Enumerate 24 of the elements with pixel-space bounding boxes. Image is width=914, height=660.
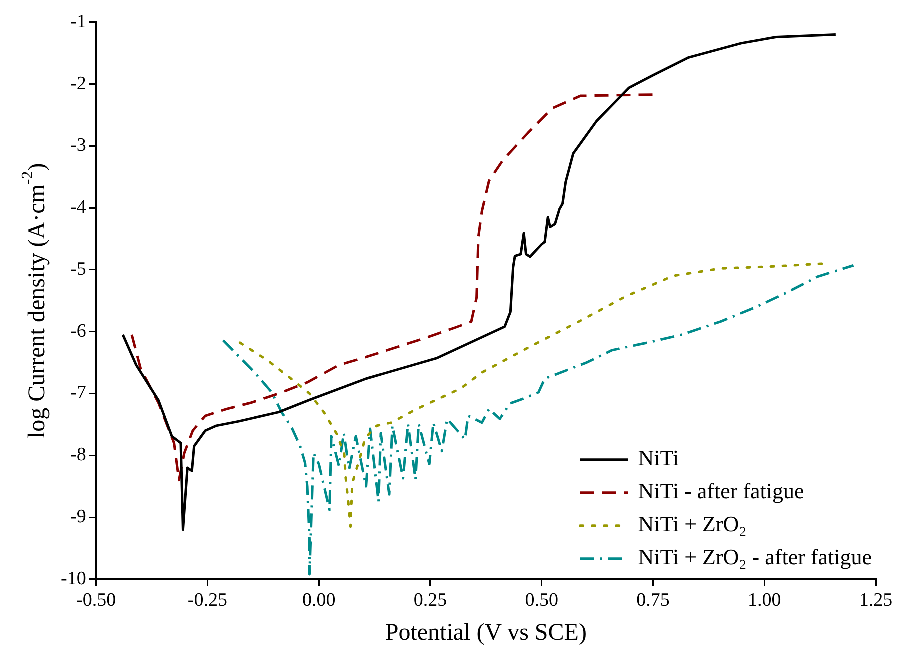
x-tick-label: -0.50 <box>76 590 116 611</box>
x-axis-title: Potential (V vs SCE) <box>385 620 587 646</box>
y-tick-label: -8 <box>70 444 86 466</box>
y-tick-label: -7 <box>70 382 86 404</box>
y-tick-label: -6 <box>70 320 86 342</box>
x-tick-label: 1.00 <box>748 590 782 611</box>
y-tick-label: -5 <box>70 258 86 280</box>
x-tick-label: -0.25 <box>188 590 228 611</box>
y-tick-label: -3 <box>70 135 86 156</box>
legend-label: NiTi <box>638 446 680 471</box>
x-tick-label: 0.50 <box>525 590 558 611</box>
legend-label: NiTi + ZrO₂ <box>638 512 747 537</box>
y-tick-label: -4 <box>70 197 87 218</box>
legend-label: NiTi + ZrO₂ - after fatigue <box>638 544 872 570</box>
y-axis-title: log Current density (A·cm-2) <box>20 163 50 439</box>
y-tick-label: -10 <box>61 568 86 590</box>
x-tick-label: 0.25 <box>414 590 448 611</box>
x-tick-label: 0.00 <box>302 590 336 611</box>
x-tick-label: 1.25 <box>859 590 893 611</box>
x-tick-label: 0.75 <box>636 590 670 611</box>
legend-label: NiTi - after fatigue <box>638 478 804 504</box>
y-tick-label: -1 <box>70 11 86 32</box>
y-tick-label: -2 <box>70 73 86 94</box>
y-tick-label: -9 <box>70 506 86 528</box>
